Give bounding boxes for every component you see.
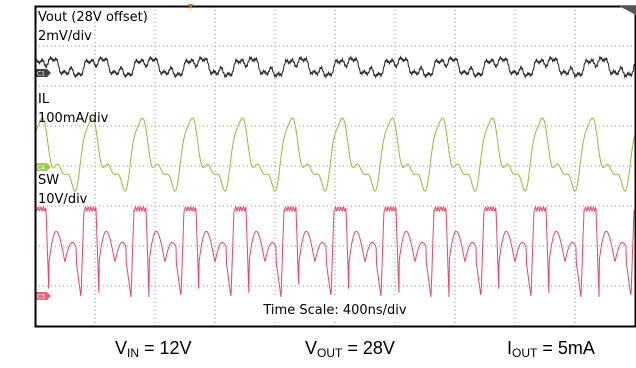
- plot-grid: [35, 6, 635, 326]
- series-scale-il: 100mA/div: [38, 111, 109, 126]
- series-scale-sw: 10V/div: [38, 192, 88, 207]
- condition-vin: VIN = 12V: [115, 338, 192, 360]
- channel-markers: C1 C4 C3: [36, 69, 51, 301]
- series-label-vout: Vout (28V offset): [38, 10, 148, 25]
- channel-marker-c3: C3: [36, 292, 51, 301]
- series-label-sw: SW: [38, 173, 59, 188]
- channel-marker-c1: C1: [36, 69, 51, 78]
- trigger-indicator-icon: [619, 6, 636, 15]
- svg-text:C1: C1: [37, 71, 45, 78]
- time-scale-label: Time Scale: 400ns/div: [262, 303, 407, 318]
- condition-iout: IOUT = 5mA: [507, 338, 595, 360]
- waveform-il: [34, 117, 636, 192]
- svg-text:C4: C4: [37, 165, 45, 172]
- channel-marker-c4: C4: [36, 163, 51, 172]
- condition-vout: VOUT = 28V: [305, 338, 395, 360]
- time-scale-backdrop: [247, 298, 423, 320]
- waveform-sw: [34, 205, 636, 298]
- svg-text:C3: C3: [37, 294, 45, 301]
- waveform-vout: [34, 55, 636, 79]
- trigger-position-icon: [188, 4, 193, 9]
- series-label-il: IL: [38, 92, 50, 107]
- series-scale-vout: 2mV/div: [38, 29, 92, 44]
- waveforms: [34, 55, 636, 298]
